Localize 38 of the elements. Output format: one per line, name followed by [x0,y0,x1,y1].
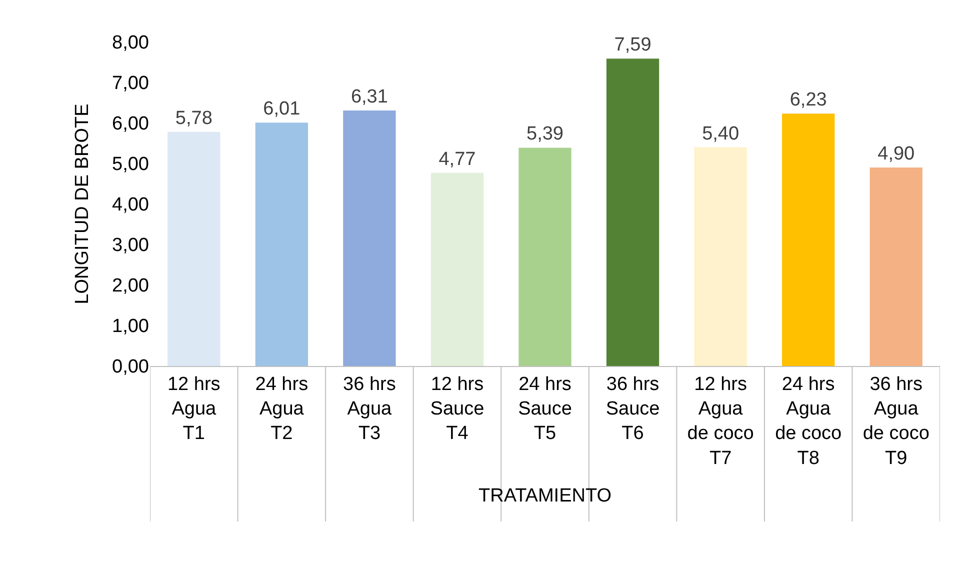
y-tick-label: 6,00 [112,114,149,135]
data-label: 6,23 [790,90,827,111]
data-label: 4,77 [438,148,476,170]
bar [694,147,747,366]
y-tick-label: 2,00 [112,276,149,297]
data-label: 5,39 [526,124,564,145]
bar [430,172,484,366]
bar [255,122,308,366]
x-tick-label: 24 hrs Agua T2 [255,374,308,444]
y-tick-label: 3,00 [112,235,149,256]
data-label: 5,78 [175,108,212,129]
x-tick-label: 24 hrs Sauce T5 [518,374,572,444]
x-tick-label: 12 hrs Agua T1 [167,374,220,444]
bar [782,114,835,366]
data-label: 7,59 [614,34,652,56]
bar [870,168,922,366]
x-axis-title: TRATAMIENTO [478,486,612,507]
y-tick-label: 7,00 [112,73,149,94]
x-tick-label: 12 hrs Sauce T4 [430,374,484,444]
data-label: 4,90 [878,144,915,165]
data-label: 6,31 [350,86,388,108]
bar [518,148,572,366]
x-tick-label: 36 hrs Sauce T6 [606,374,660,444]
data-label: 5,40 [702,123,740,144]
y-tick-label: 8,00 [112,32,149,54]
bar [606,58,660,366]
x-tick-label: 36 hrs Agua T3 [343,374,396,444]
x-tick-label: 12 hrs Agua de coco T7 [687,374,754,469]
x-tick-label: 36 hrs Agua de coco T9 [862,374,930,469]
y-tick-label: 0,00 [112,356,149,378]
bar [168,132,220,366]
x-tick-label: 24 hrs Agua de coco T8 [775,374,842,469]
y-tick-label: 1,00 [112,316,149,338]
y-axis-title: LONGITUD DE BROTE [72,104,93,304]
data-label: 6,01 [263,98,300,120]
y-tick-label: 4,00 [112,194,149,216]
y-tick-label: 5,00 [112,154,149,176]
bar [343,110,396,366]
